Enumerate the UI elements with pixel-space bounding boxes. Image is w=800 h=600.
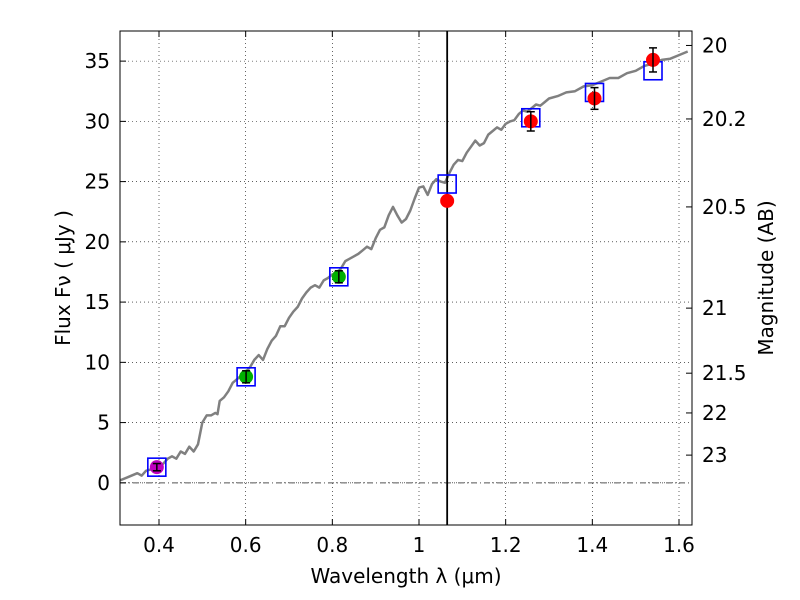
x-tick-label: 0.8 xyxy=(316,533,348,557)
y-tick-label: 30 xyxy=(85,109,110,133)
model-flux-square xyxy=(437,174,457,194)
grid-lines xyxy=(120,31,692,525)
y-axis-label: Flux Fν ( μJy ) xyxy=(51,210,75,346)
right-tick-label: 20 xyxy=(702,33,727,57)
x-axis-label: Wavelength λ (μm) xyxy=(310,564,501,588)
right-tick-label: 23 xyxy=(702,443,727,467)
model-flux-series xyxy=(147,60,663,477)
right-tick-label: 21.5 xyxy=(702,361,747,385)
axis-ticks: 0.4 0.6 0.8 1 1.2 1.4 1.6 0 5 10 15 20 25 30 35 20 20.2 2… xyxy=(85,31,747,557)
y-tick-label: 25 xyxy=(85,170,110,194)
observed-point xyxy=(440,193,455,208)
observed-flux-series xyxy=(149,47,660,475)
plot-frame xyxy=(119,30,693,526)
x-tick-label: 1 xyxy=(413,533,426,557)
y-tick-label: 10 xyxy=(85,350,110,374)
spectrum-line xyxy=(119,50,689,482)
right-tick-label: 20.5 xyxy=(702,195,747,219)
x-tick-label: 1.4 xyxy=(576,533,608,557)
y-tick-label: 35 xyxy=(85,49,110,73)
spectrum-series xyxy=(119,50,689,482)
right-tick-label: 20.2 xyxy=(702,107,747,131)
x-tick-label: 0.4 xyxy=(143,533,175,557)
y-tick-label: 15 xyxy=(85,290,110,314)
model-flux-square xyxy=(147,457,167,477)
y-tick-label: 20 xyxy=(85,230,110,254)
y-tick-label: 0 xyxy=(97,471,110,495)
model-flux-square xyxy=(236,366,256,387)
right-tick-label: 22 xyxy=(702,401,727,425)
right-tick-label: 21 xyxy=(702,296,727,320)
model-flux-square xyxy=(329,266,349,287)
x-tick-label: 1.2 xyxy=(490,533,522,557)
right-axis-label: Magnitude (AB) xyxy=(754,200,778,355)
x-tick-label: 1.6 xyxy=(663,533,695,557)
y-tick-label: 5 xyxy=(97,411,110,435)
x-tick-label: 0.6 xyxy=(230,533,262,557)
